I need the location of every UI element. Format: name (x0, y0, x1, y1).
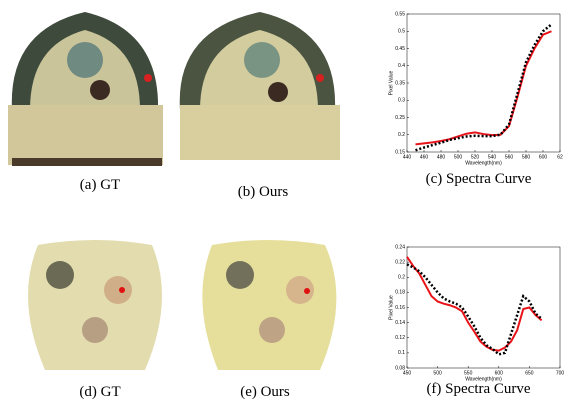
x-tick-label: 560 (505, 154, 514, 160)
y-tick-label: 0.15 (395, 149, 405, 155)
y-axis-label: Pixel Value (388, 295, 394, 320)
x-axis-label: Wavelength(nm) (465, 160, 502, 166)
y-tick-label: 0.5 (398, 29, 405, 35)
image-ours-bottom (202, 240, 336, 370)
x-tick-label: 700 (556, 370, 565, 376)
x-tick-label: 500 (433, 370, 442, 376)
plot-frame (407, 14, 560, 152)
y-tick-label: 0.2 (398, 275, 405, 281)
x-tick-label: 650 (525, 370, 534, 376)
y-tick-label: 0.24 (395, 244, 405, 250)
series-line (416, 31, 552, 144)
plot-frame (407, 247, 560, 368)
y-tick-label: 0.35 (395, 80, 405, 86)
caption: (a) GT (80, 177, 120, 193)
y-tick-label: 0.14 (395, 320, 405, 326)
y-tick-label: 0.08 (395, 365, 405, 371)
y-tick-label: 0.16 (395, 305, 405, 311)
x-tick-label: 62 (557, 154, 563, 160)
caption: (c) Spectra Curve (426, 171, 532, 187)
y-axis-label: Pixel Value (388, 70, 394, 95)
y-tick-label: 0.3 (398, 98, 405, 104)
x-tick-label: 600 (539, 154, 548, 160)
series-line (416, 24, 552, 150)
y-tick-label: 0.12 (395, 335, 405, 341)
caption: (d) GT (79, 384, 120, 400)
image-gt-bottom (28, 240, 162, 370)
image-gt-top (8, 12, 163, 166)
y-tick-label: 0.25 (395, 115, 405, 121)
image-ours-top (180, 12, 340, 160)
y-tick-label: 0.22 (395, 259, 405, 265)
x-tick-label: 500 (454, 154, 463, 160)
x-tick-label: 460 (420, 154, 429, 160)
y-tick-label: 0.18 (395, 290, 405, 296)
y-tick-label: 0.1 (398, 350, 405, 356)
caption: (e) Ours (240, 384, 290, 400)
caption: (b) Ours (238, 184, 289, 200)
caption: (f) Spectra Curve (426, 381, 530, 397)
x-tick-label: 480 (437, 154, 446, 160)
y-tick-label: 0.55 (395, 11, 405, 17)
series-line (407, 264, 542, 354)
x-tick-label: 580 (522, 154, 531, 160)
y-tick-label: 0.45 (395, 46, 405, 52)
y-tick-label: 0.2 (398, 132, 405, 138)
y-tick-label: 0.4 (398, 63, 405, 69)
figure: (a) GT (b) Ours (d) GT (e) Ours 44046048… (0, 0, 566, 406)
